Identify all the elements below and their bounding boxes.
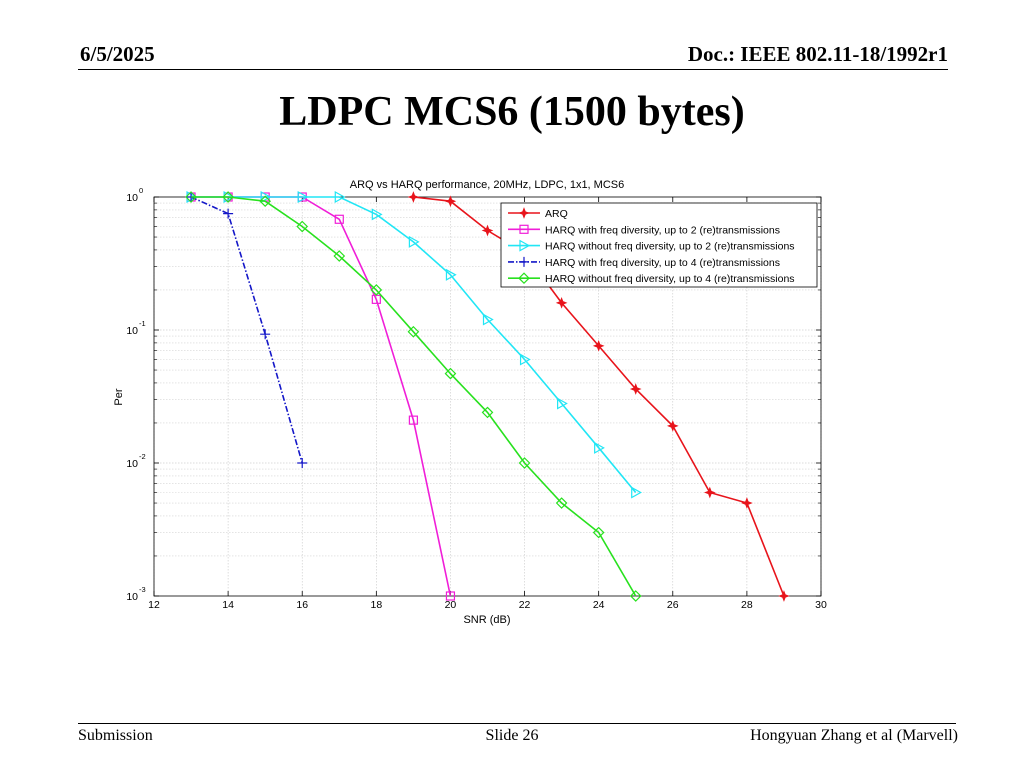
data-point (444, 367, 457, 380)
plot-area-frame (153, 196, 822, 597)
data-point (519, 353, 531, 366)
y-tick-exponent: -3 (139, 585, 146, 594)
legend-box (500, 202, 818, 288)
data-point (557, 397, 568, 410)
data-point (259, 195, 272, 208)
y-tick-exponent: 0 (139, 186, 143, 195)
x-tick-label: 22 (519, 599, 531, 611)
data-point (260, 329, 271, 340)
data-point (371, 208, 383, 221)
data-point (592, 340, 605, 352)
chart-series (185, 190, 790, 602)
legend-marker (519, 256, 529, 267)
legend-item: HARQ with freq diversity, up to 4 (re)tr… (508, 257, 780, 269)
header-divider (78, 69, 948, 70)
x-tick-label: 26 (667, 599, 679, 611)
series-line (191, 196, 637, 597)
legend-marker (518, 207, 530, 219)
x-tick-label: 14 (222, 599, 234, 611)
legend-item: ARQ (508, 207, 568, 220)
data-point (223, 208, 234, 219)
legend-label: HARQ without freq diversity, up to 4 (re… (545, 273, 795, 285)
x-tick-label: 16 (296, 599, 308, 611)
series-2 (186, 192, 456, 601)
data-point (629, 383, 642, 395)
x-tick-label: 24 (593, 599, 605, 611)
data-point (407, 191, 420, 203)
data-point (594, 441, 605, 454)
data-point (445, 591, 456, 601)
data-point (370, 284, 383, 296)
data-point (481, 406, 494, 419)
legend-label: HARQ without freq diversity, up to 2 (re… (545, 241, 795, 253)
data-point (260, 190, 272, 204)
slide-title: LDPC MCS6 (1500 bytes) (279, 89, 745, 135)
data-point (296, 220, 309, 233)
data-point (297, 190, 309, 204)
x-tick-label: 20 (445, 599, 457, 611)
data-point (445, 268, 457, 281)
data-point (408, 415, 418, 425)
legend-label: HARQ with freq diversity, up to 4 (re)tr… (545, 257, 780, 269)
data-point (666, 420, 679, 432)
y-tick-label: 10 (126, 325, 138, 337)
y-tick-label: 10 (126, 458, 138, 470)
data-point (334, 214, 344, 224)
legend-marker (518, 272, 530, 285)
legend-item: HARQ without freq diversity, up to 2 (re… (508, 239, 795, 253)
data-point (741, 497, 753, 509)
footer-author: Hongyuan Zhang et al (Marvell) (750, 727, 958, 744)
data-point (408, 235, 420, 248)
data-point (444, 195, 457, 208)
legend-item: HARQ without freq diversity, up to 4 (re… (508, 272, 795, 285)
legend-marker (519, 224, 529, 234)
legend-label: HARQ with freq diversity, up to 2 (re)tr… (545, 224, 780, 236)
data-point (407, 325, 420, 338)
data-point (778, 590, 790, 602)
x-tick-label: 18 (370, 599, 382, 611)
data-point (297, 458, 308, 468)
data-point (592, 526, 605, 539)
data-point (629, 590, 642, 602)
chart-title: ARQ vs HARQ performance, 20MHz, LDPC, 1x… (350, 179, 624, 191)
y-tick-label: 10 (126, 192, 138, 204)
footer-slide-number: Slide 26 (485, 727, 539, 744)
data-point (481, 224, 494, 237)
header-date: 6/5/2025 (80, 42, 155, 66)
y-tick-exponent: -1 (139, 319, 146, 328)
data-point (482, 313, 494, 326)
x-tick-label: 28 (741, 599, 753, 611)
data-point (555, 297, 568, 309)
y-tick-label: 10 (126, 591, 138, 603)
series-5 (185, 191, 642, 602)
footer-divider (78, 723, 956, 724)
data-point (334, 190, 346, 204)
data-point (185, 191, 197, 203)
legend-label: ARQ (545, 208, 568, 220)
x-axis-label: SNR (dB) (463, 614, 510, 626)
series-line (190, 196, 303, 464)
y-axis-label: Per (113, 388, 125, 405)
legend-item: HARQ with freq diversity, up to 2 (re)tr… (508, 224, 780, 236)
x-tick-label: 30 (815, 599, 827, 611)
data-point (333, 250, 346, 262)
data-point (704, 486, 716, 499)
data-point (518, 457, 531, 469)
legend-marker (519, 239, 531, 252)
data-point (555, 497, 568, 509)
x-tick-label: 12 (148, 599, 160, 611)
data-point (631, 486, 642, 499)
header-document-id: Doc.: IEEE 802.11-18/1992r1 (687, 42, 948, 66)
y-tick-exponent: -2 (139, 452, 146, 461)
chart-legend: ARQ HARQ with freq diversity, up to 2 (re… (500, 202, 818, 288)
series-line (191, 196, 452, 597)
data-point (222, 191, 234, 203)
footer-submission: Submission (78, 727, 153, 744)
